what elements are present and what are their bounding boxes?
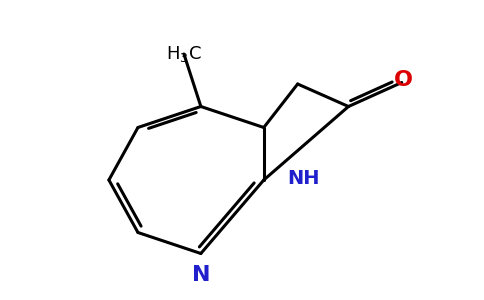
- Text: $\mathregular{H_3C}$: $\mathregular{H_3C}$: [166, 44, 202, 64]
- Text: O: O: [394, 70, 413, 90]
- Text: NH: NH: [287, 169, 319, 188]
- Text: N: N: [192, 265, 210, 285]
